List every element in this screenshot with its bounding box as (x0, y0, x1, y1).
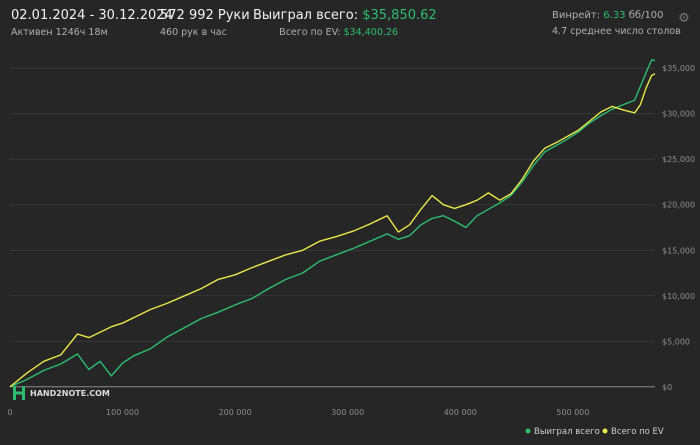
y-tick-label: $10,000 (662, 292, 695, 301)
y-tick-label: $25,000 (662, 155, 695, 164)
series-line-won (9, 59, 656, 388)
date-range-block: 02.01.2024 - 30.12.2024 Активен 1246ч 18… (11, 8, 173, 38)
y-tick-label: $30,000 (662, 110, 695, 119)
grid-lines (10, 67, 655, 388)
legend-marker-won (525, 428, 531, 434)
x-tick-label: 500 000 (556, 408, 589, 417)
hands-block: 572 992 Руки 460 рук в час (160, 8, 250, 38)
y-tick-label: $0 (662, 383, 672, 392)
series-lines (9, 59, 656, 388)
won-block: Выиграл всего: $35,850.62 Всего по EV: $… (253, 8, 437, 38)
x-tick-label: 300 000 (331, 408, 364, 417)
y-tick-label: $5,000 (662, 337, 690, 346)
ev-value: $34,400.26 (343, 27, 398, 38)
logo-mark-bar (13, 391, 25, 395)
won-value: $35,850.62 (362, 8, 437, 23)
x-axis-ticks: 0 100 000 200 000 300 000 400 000 500 000 (7, 408, 589, 417)
won-label: Выиграл всего: (253, 8, 359, 23)
legend-label-won[interactable]: Выиграл всего (534, 427, 600, 437)
y-tick-label: $15,000 (662, 246, 695, 255)
ev-label: Всего по EV: (279, 27, 341, 38)
x-tick-label: 400 000 (444, 408, 477, 417)
hands-per-hour: 460 рук в час (160, 27, 227, 38)
series-line-ev (9, 73, 656, 388)
gear-icon[interactable]: ⚙ (678, 11, 690, 26)
y-tick-label: $20,000 (662, 201, 695, 210)
avg-tables: 4.7 среднее число столов (552, 26, 681, 37)
winrate-block: Винрейт: 6.33 бб/100 4.7 среднее число с… (552, 10, 681, 37)
winrate-unit: бб/100 (628, 10, 664, 21)
legend-marker-ev (602, 428, 608, 434)
active-time: Активен 1246ч 18м (11, 27, 108, 38)
winrate-label: Винрейт: (552, 10, 601, 21)
x-tick-label: 0 (7, 408, 12, 417)
hands-count: 572 992 Руки (160, 8, 250, 23)
legend-label-ev[interactable]: Всего по EV (611, 427, 664, 437)
y-tick-label: $35,000 (662, 64, 695, 73)
logo: HAND2NOTE.COM (13, 386, 110, 400)
y-axis-ticks: $0 $5,000 $10,000 $15,000 $20,000 $25,000 $30,… (662, 64, 695, 392)
logo-text: HAND2NOTE.COM (30, 389, 110, 398)
x-tick-label: 100 000 (106, 408, 139, 417)
winrate-value: 6.33 (603, 10, 626, 21)
x-tick-label: 200 000 (219, 408, 252, 417)
legend: Выиграл всего Всего по EV (525, 427, 664, 437)
date-range[interactable]: 02.01.2024 - 30.12.2024 (11, 8, 173, 23)
